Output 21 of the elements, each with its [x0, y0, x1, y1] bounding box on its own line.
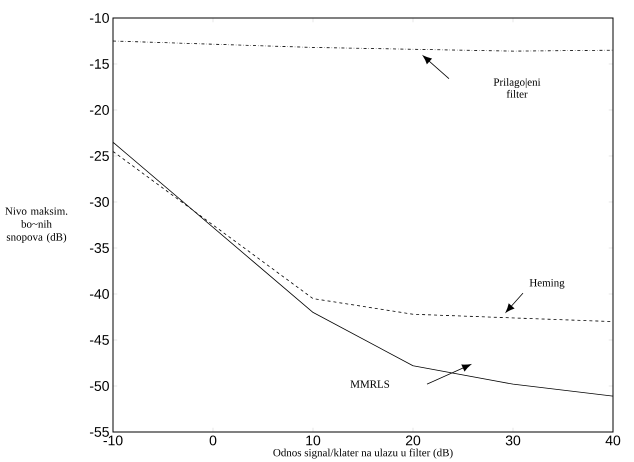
x-tick-label: 40: [606, 436, 620, 446]
x-tick-label: 30: [506, 436, 520, 446]
y-tick-label: -50: [90, 381, 109, 391]
text: MMRLS: [350, 380, 390, 388]
y-tick-label: -55: [90, 427, 109, 437]
x-tick-label: 10: [306, 436, 320, 446]
x-tick-label: -10: [104, 436, 123, 446]
x-tick-label: 0: [210, 436, 216, 446]
text: Heming: [530, 279, 564, 289]
y-tick-label: -40: [90, 289, 109, 299]
y-tick-label: -35: [90, 243, 109, 253]
text: Prilago|eni filter: [494, 78, 540, 98]
y-tick-label: -10: [90, 13, 109, 23]
y-axis-title: Nivo maksim. bo~nih snopova (dB): [5, 207, 68, 243]
y-tick-label: -45: [90, 335, 109, 345]
y-tick-label: -30: [90, 197, 109, 207]
y-tick-label: -15: [90, 59, 109, 69]
x-axis-title: Odnos signal/klater na ulazu u filter (dB): [273, 448, 453, 459]
y-tick-label: -25: [90, 151, 109, 161]
x-tick-label: 20: [406, 436, 420, 446]
y-tick-label: -20: [90, 105, 109, 115]
